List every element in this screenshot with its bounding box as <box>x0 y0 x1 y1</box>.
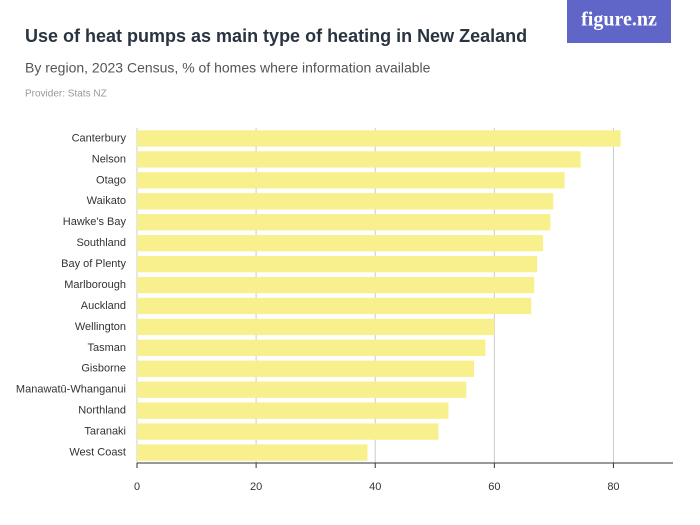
y-tick-label: Tasman <box>87 342 126 354</box>
chart-subtitle: By region, 2023 Census, % of homes where… <box>25 60 431 76</box>
x-tick-label: 40 <box>369 481 381 493</box>
bar <box>137 297 532 315</box>
bar <box>137 318 495 336</box>
bar <box>137 193 554 210</box>
x-tick-label: 60 <box>488 481 500 493</box>
y-tick-label: Bay of Plenty <box>61 258 126 270</box>
bar <box>137 360 475 377</box>
y-tick-label: Auckland <box>81 300 126 312</box>
bar <box>137 214 551 231</box>
bar <box>137 130 621 147</box>
y-tick-label: Hawke's Bay <box>63 216 127 228</box>
y-tick-label: Manawatū-Whanganui <box>16 384 126 396</box>
y-tick-label: Southland <box>76 237 126 249</box>
y-tick-label: Canterbury <box>72 132 127 144</box>
y-tick-label: West Coast <box>69 446 126 458</box>
y-tick-label: Taranaki <box>84 426 126 438</box>
y-tick-label: Northland <box>78 405 126 417</box>
logo: figure.nz <box>581 9 657 31</box>
x-tick-label: 80 <box>607 481 619 493</box>
bar <box>137 276 535 294</box>
y-tick-label: Waikato <box>87 195 126 207</box>
bar <box>137 423 439 440</box>
bar <box>137 444 368 461</box>
y-tick-label: Nelson <box>92 153 126 165</box>
bar <box>137 151 581 168</box>
chart-title: Use of heat pumps as main type of heatin… <box>25 26 527 46</box>
y-tick-label: Otago <box>96 174 126 186</box>
y-tick-label: Wellington <box>75 321 126 333</box>
bar <box>137 172 565 189</box>
bar <box>137 339 486 357</box>
x-tick-label: 20 <box>250 481 262 493</box>
y-tick-label: Gisborne <box>81 363 126 375</box>
y-tick-label: Marlborough <box>64 279 126 291</box>
logo-box <box>567 0 671 43</box>
bar <box>137 402 449 419</box>
source: Provider: Stats NZ <box>25 89 107 100</box>
x-tick-label: 0 <box>134 481 140 493</box>
bar <box>137 234 544 252</box>
bar <box>137 381 467 398</box>
bar <box>137 255 538 273</box>
